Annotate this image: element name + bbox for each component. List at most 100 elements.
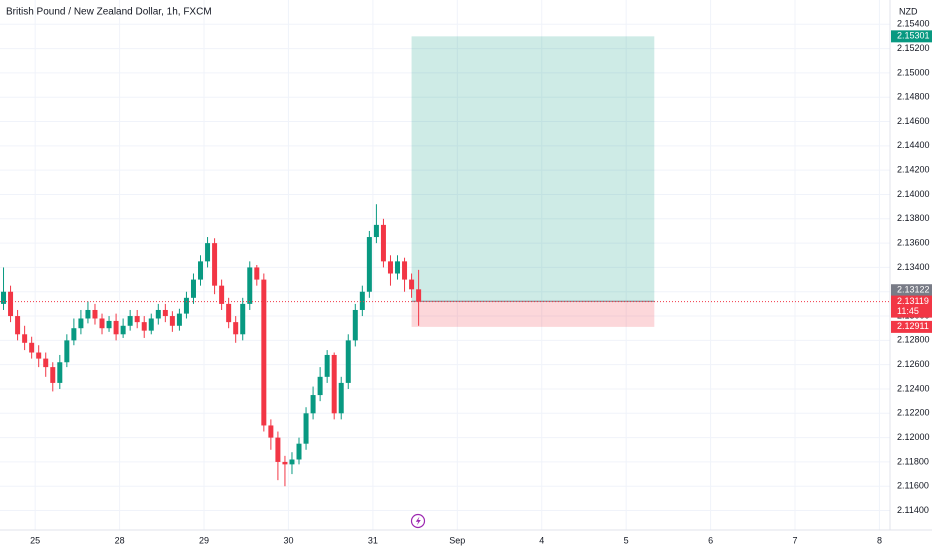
- candle-body: [254, 267, 260, 280]
- stop-box: [891, 320, 932, 333]
- candle-body: [366, 237, 372, 292]
- candle-body: [29, 342, 35, 353]
- candle-body: [303, 413, 309, 444]
- candle-body: [395, 261, 401, 274]
- profit-zone: [411, 36, 655, 302]
- countdown-label: 11:45: [897, 306, 919, 316]
- candle-body: [71, 328, 77, 341]
- candle-body: [50, 367, 56, 383]
- candle-body: [282, 461, 288, 465]
- candle-body: [120, 325, 126, 335]
- y-tick-label: 2.11800: [897, 456, 929, 466]
- x-tick-label: 28: [115, 535, 125, 545]
- y-tick-label: 2.14000: [897, 189, 930, 199]
- x-tick-label: Sep: [449, 535, 465, 545]
- last-price-label: 2.13119: [897, 296, 929, 306]
- candle-body: [359, 291, 365, 310]
- candle-body: [296, 443, 302, 460]
- candle-body: [240, 303, 246, 335]
- candle-body: [380, 224, 386, 262]
- candle-body: [387, 261, 393, 274]
- candle-body: [226, 303, 232, 323]
- last-price-box: [891, 295, 932, 318]
- candle-body: [190, 279, 196, 298]
- candle-body: [155, 309, 161, 319]
- candle-body: [416, 289, 422, 302]
- x-tick-label: 7: [793, 535, 798, 545]
- candle-body: [247, 267, 253, 304]
- candle-body: [106, 320, 112, 329]
- candle-body: [162, 309, 168, 317]
- candle-body: [15, 316, 21, 335]
- y-tick-label: 2.11600: [897, 481, 929, 491]
- candle-body: [317, 376, 323, 396]
- candle-body: [64, 340, 70, 363]
- candle-body: [1, 291, 7, 304]
- candle-body: [43, 358, 49, 368]
- y-tick-label: 2.14600: [897, 116, 930, 126]
- candle-body: [8, 291, 14, 317]
- candle-body: [331, 354, 337, 414]
- x-tick-label: 30: [283, 535, 293, 545]
- candle-body: [22, 334, 28, 343]
- y-tick-label: 2.12000: [897, 432, 930, 442]
- candle-body: [345, 340, 351, 383]
- y-tick-label: 2.12400: [897, 383, 930, 393]
- x-tick-label: 29: [199, 535, 209, 545]
- candle-body: [134, 316, 140, 323]
- entry-box: [891, 284, 932, 297]
- y-tick-label: 2.12600: [897, 359, 930, 369]
- candle-body: [78, 318, 84, 329]
- y-tick-label: 2.14400: [897, 140, 930, 150]
- axes: 2.11400 2.11600 2.11800 2.12000 2.12200 2.124…: [30, 19, 932, 545]
- target-box: [891, 30, 932, 43]
- candle-body: [268, 425, 274, 438]
- currency-label: NZD: [899, 6, 918, 16]
- plot-area: [0, 36, 890, 487]
- candle-body: [338, 382, 344, 414]
- candle-body: [176, 313, 182, 326]
- candle-body: [113, 320, 119, 335]
- candle-body: [169, 316, 175, 326]
- candle-body: [212, 243, 218, 286]
- candle-body: [352, 309, 358, 341]
- y-tick-label: 2.13800: [897, 213, 930, 223]
- y-tick-label: 2.15000: [897, 67, 930, 77]
- x-tick-label: 25: [30, 535, 40, 545]
- candle-body: [92, 309, 98, 319]
- x-tick-label: 31: [368, 535, 378, 545]
- candle-body: [402, 261, 408, 280]
- candle-body: [205, 243, 211, 262]
- x-tick-label: 6: [708, 535, 713, 545]
- candle-body: [148, 318, 154, 331]
- candle-body: [219, 285, 225, 304]
- x-tick-label: 4: [539, 535, 544, 545]
- candle-body: [324, 354, 330, 377]
- y-tick-label: 2.13600: [897, 237, 930, 247]
- candle-body: [409, 279, 415, 290]
- loss-zone: [411, 301, 655, 327]
- grid: [0, 0, 890, 530]
- target-label: 2.15301: [897, 31, 930, 41]
- y-tick-label: 2.15400: [897, 19, 930, 29]
- y-tick-label: 2.14200: [897, 165, 930, 175]
- candle-body: [99, 318, 105, 329]
- y-tick-label: 2.14800: [897, 92, 930, 102]
- candle-body: [289, 459, 295, 465]
- y-tick-label: 2.11400: [897, 505, 929, 515]
- candle-body: [261, 279, 267, 426]
- candle-body: [85, 309, 91, 319]
- stop-label: 2.12911: [897, 321, 929, 331]
- entry-label: 2.13122: [897, 285, 930, 295]
- candle-body: [36, 352, 42, 359]
- lightning-icon[interactable]: [410, 513, 426, 529]
- x-tick-label: 8: [877, 535, 882, 545]
- candle-body: [310, 395, 316, 414]
- candle-body: [198, 261, 204, 280]
- y-tick-label: 2.15200: [897, 43, 930, 53]
- candle-body: [275, 437, 281, 462]
- y-tick-label: 2.12200: [897, 408, 930, 418]
- chart-title: British Pound / New Zealand Dollar, 1h, …: [6, 7, 212, 18]
